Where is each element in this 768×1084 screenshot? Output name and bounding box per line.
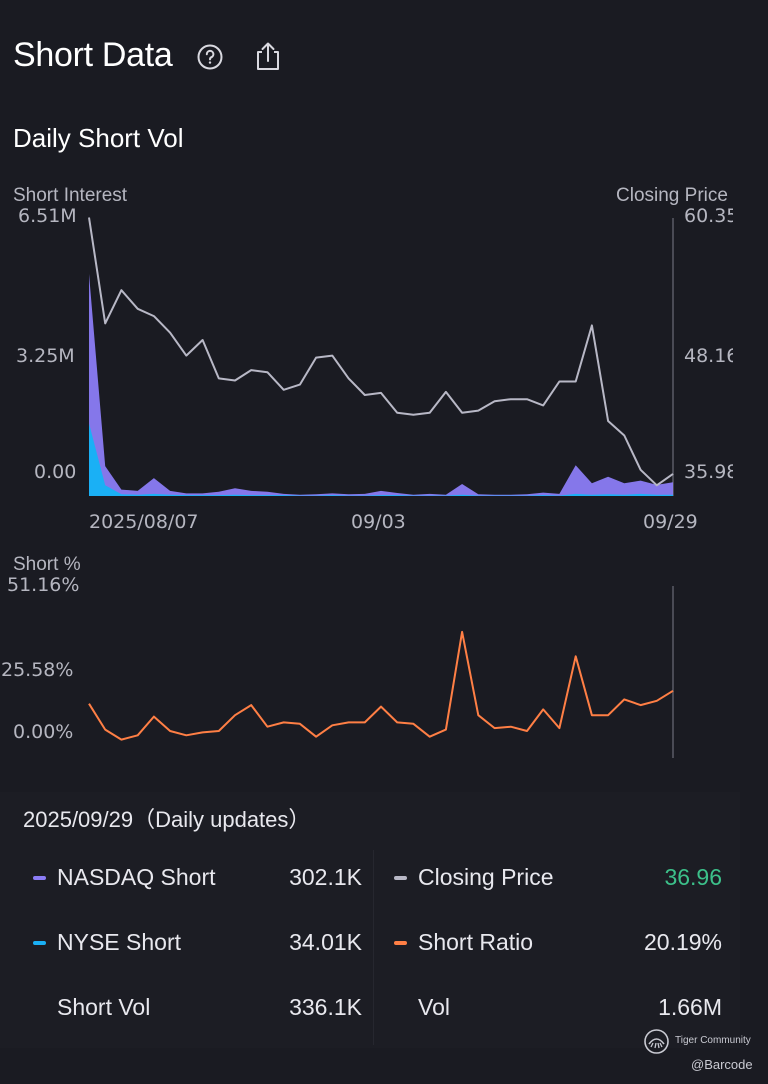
x-tick-end: 09/29 <box>643 511 698 533</box>
pct-tick-top: 51.16% <box>7 574 80 596</box>
left-tick-mid: 3.25M <box>16 345 75 367</box>
short-percent-axis-label: Short % <box>13 554 81 575</box>
closing-price-line <box>88 217 674 487</box>
summary-panel <box>0 792 740 1048</box>
short-vol-value: 336.1K <box>289 994 362 1020</box>
closing-price-legend-marker <box>394 876 407 880</box>
column-divider <box>373 850 374 1045</box>
short-ratio-line <box>88 630 674 741</box>
short-volume-chart[interactable] <box>0 0 768 560</box>
short-ratio-label: Short Ratio <box>418 929 534 955</box>
nyse-short-value: 34.01K <box>289 929 362 955</box>
left-tick-bottom: 0.00 <box>34 461 77 483</box>
vol-label: Vol <box>418 994 450 1020</box>
vol-value: 1.66M <box>658 994 722 1020</box>
pct-tick-mid: 25.58% <box>1 659 74 681</box>
closing-price-label: Closing Price <box>418 864 554 890</box>
right-tick-mid: 48.16 <box>684 345 733 367</box>
share-icon[interactable] <box>253 40 283 72</box>
x-tick-start: 2025/08/07 <box>89 511 199 533</box>
short-ratio-chart[interactable] <box>0 0 768 790</box>
nasdaq-legend-marker <box>33 876 46 880</box>
right-tick-top: 60.35 <box>684 205 733 227</box>
left-tick-top: 6.51M <box>18 205 77 227</box>
tiger-community-logo-icon <box>644 1029 669 1054</box>
nasdaq-short-value: 302.1K <box>289 864 362 890</box>
x-tick-mid: 09/03 <box>351 511 406 533</box>
short-ratio-legend-marker <box>394 941 407 945</box>
page-title: Short Data <box>13 36 173 74</box>
section-title: Daily Short Vol <box>13 123 184 153</box>
pct-tick-bottom: 0.00% <box>13 721 74 743</box>
short-vol-label: Short Vol <box>57 994 151 1020</box>
help-icon[interactable] <box>196 43 224 71</box>
short-ratio-value: 20.19% <box>643 929 722 955</box>
closing-price-value: 36.96 <box>664 864 722 890</box>
nyse-short-label: NYSE Short <box>57 929 181 955</box>
watermark-brand: Tiger Community <box>675 1035 751 1046</box>
right-tick-bottom: 35.98 <box>684 461 733 483</box>
nasdaq-short-label: NASDAQ Short <box>57 864 216 890</box>
right-axis-label: Closing Price <box>616 185 728 206</box>
summary-date: 2025/09/29（Daily updates） <box>23 807 311 832</box>
nyse-legend-marker <box>33 941 46 945</box>
left-axis-label: Short Interest <box>13 185 128 206</box>
watermark-handle: @Barcode <box>691 1057 753 1072</box>
